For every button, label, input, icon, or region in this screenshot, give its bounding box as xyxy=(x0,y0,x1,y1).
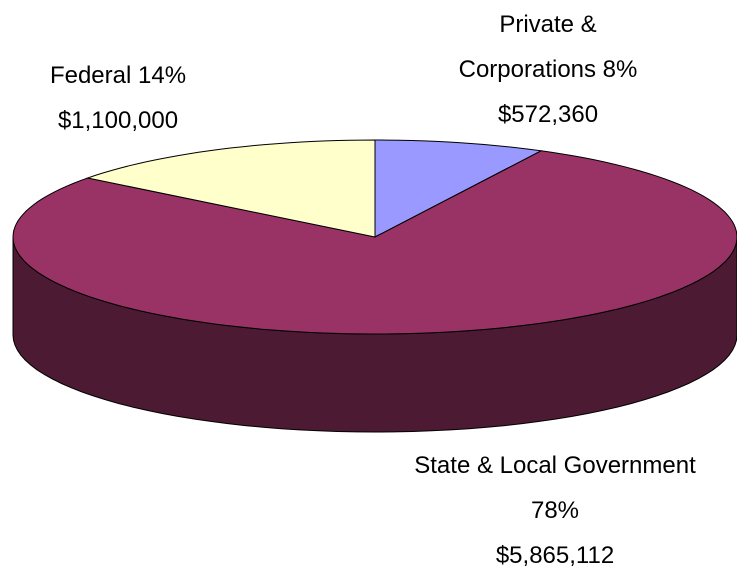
slice-label: Private & Corporations 8% xyxy=(458,11,638,83)
slice-label: State & Local Government 78% xyxy=(414,452,696,524)
value-label: $572,360 xyxy=(497,101,599,128)
value-label: $5,865,112 xyxy=(495,542,615,569)
slice xyxy=(374,139,543,238)
slice xyxy=(85,139,376,238)
slice-label: Federal 14% xyxy=(49,62,187,89)
value-label: $1,100,000 xyxy=(57,107,179,134)
slice xyxy=(12,150,737,335)
